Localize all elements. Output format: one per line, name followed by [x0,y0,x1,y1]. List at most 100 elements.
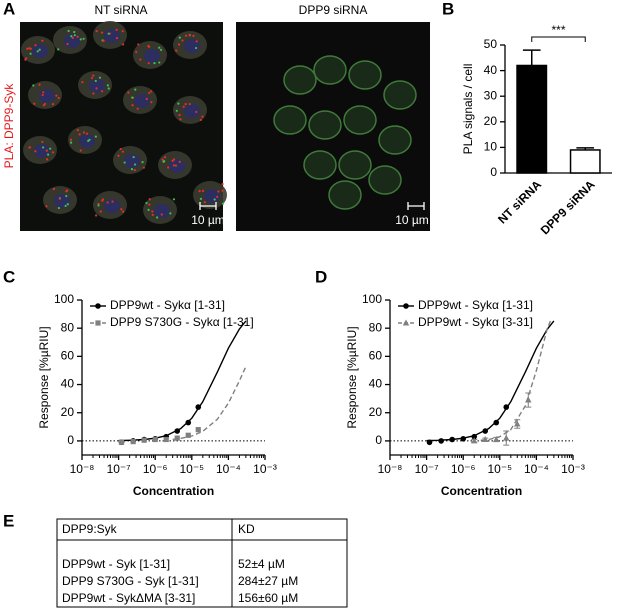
y-axis-label: PLA signals / cell [461,64,475,155]
fit-curve [480,319,552,441]
pla-dot [121,150,124,153]
x-tick-label: 10⁻⁶ [143,462,168,476]
pla-dot [107,87,110,90]
y-tick-label: 30 [484,88,498,102]
data-point [460,435,467,442]
legend-marker [95,320,101,326]
cell [303,150,337,180]
pla-dot [151,213,154,216]
cell [368,165,402,195]
nucleus [134,94,150,108]
pla-dot [141,161,144,164]
pla-dot [151,210,154,213]
y-tick-label: 0 [375,433,382,447]
pla-dot [34,150,37,153]
cell [313,55,347,85]
label-prefix: PLA: [2,142,16,168]
pla-dot [160,213,163,216]
pla-dot [148,203,151,206]
pla-dot [120,208,123,211]
data-point [118,439,125,445]
pla-dot [57,206,60,210]
pla-dot [178,113,181,117]
y-tick-label: 100 [362,292,382,306]
pla-dot [98,76,102,79]
scale-bar-label: 10 µm [191,213,225,227]
pla-dot [36,50,39,53]
pla-dot [82,131,86,134]
pla-dot [28,146,32,149]
scale-bar [407,202,425,210]
label-target: DPP9-Syk [2,83,16,139]
pla-dot [24,58,27,61]
nucleus [154,204,170,218]
pla-dot [46,158,49,161]
nucleus [79,134,95,148]
pla-dot [111,200,114,203]
pla-dot [79,149,82,152]
nucleus [54,194,70,208]
data-point [185,432,191,438]
pla-dot [199,197,203,200]
data-point [174,435,180,441]
x-tick-label: 10⁻⁴ [216,462,241,476]
y-axis-label: Response [%µRIU] [37,326,51,428]
pla-dot [131,104,134,107]
pla-dot [38,83,41,86]
bar [516,64,548,174]
x-tick-label: NT siRNA [495,177,544,226]
data-point [471,437,478,444]
pla-dot [198,190,201,193]
legend-marker [95,303,101,309]
pla-dot [51,151,55,154]
data-point [141,437,147,443]
pla-dot [49,147,52,150]
pla-dot [178,36,181,39]
y-tick-label: 0 [490,165,497,179]
legend-label: DPP9wt - Sykα [3-31] [418,315,533,329]
y-tick-label: 20 [484,114,498,128]
pla-dot [92,74,95,77]
pla-dot [172,198,176,201]
pla-dot [181,39,184,42]
y-axis-label: Response [%µRIU] [345,326,359,428]
pla-dot [55,94,58,97]
nucleus [169,159,185,173]
data-point [449,436,455,443]
pla-dot [148,198,151,201]
table-cell: DPP9wt - SykΔMA [3-31] [62,591,195,605]
pla-dot [42,104,45,107]
pla-dot [106,201,109,204]
table-cell: 52±4 µM [238,557,285,571]
pla-dot [28,47,31,50]
pla-dot [213,198,216,201]
y-tick-label: 20 [61,405,75,419]
cell [328,180,362,210]
y-tick-label: 0 [67,433,74,447]
pla-dot [73,30,76,34]
panel-letter: E [3,511,14,530]
cell [283,65,317,95]
pla-dot [139,58,142,61]
pla-dot [172,158,176,161]
pla-dot [78,133,81,136]
pla-dot [216,195,219,198]
pla-dot [194,46,198,50]
pla-dot [115,28,118,31]
pla-dot [145,97,148,101]
nucleus [144,49,160,63]
data-point [493,436,500,442]
pla-dot [65,194,68,198]
pla-dot [42,91,45,94]
table: DPP9:Syk KD DPP9wt - Syk [1-31] 52±4 µM DPP9… [56,518,348,608]
cell [378,125,412,155]
pla-dot [115,36,119,40]
pla-dot [32,84,35,87]
pla-dot [155,216,159,219]
data-point [503,404,510,410]
image-label: PLA: DPP9-Syk [2,83,16,169]
table-header: KD [238,522,255,536]
pla-dot [175,49,178,52]
pla-dot [148,45,151,48]
table-cell: DPP9 S730G - Syk [1-31] [62,574,199,588]
